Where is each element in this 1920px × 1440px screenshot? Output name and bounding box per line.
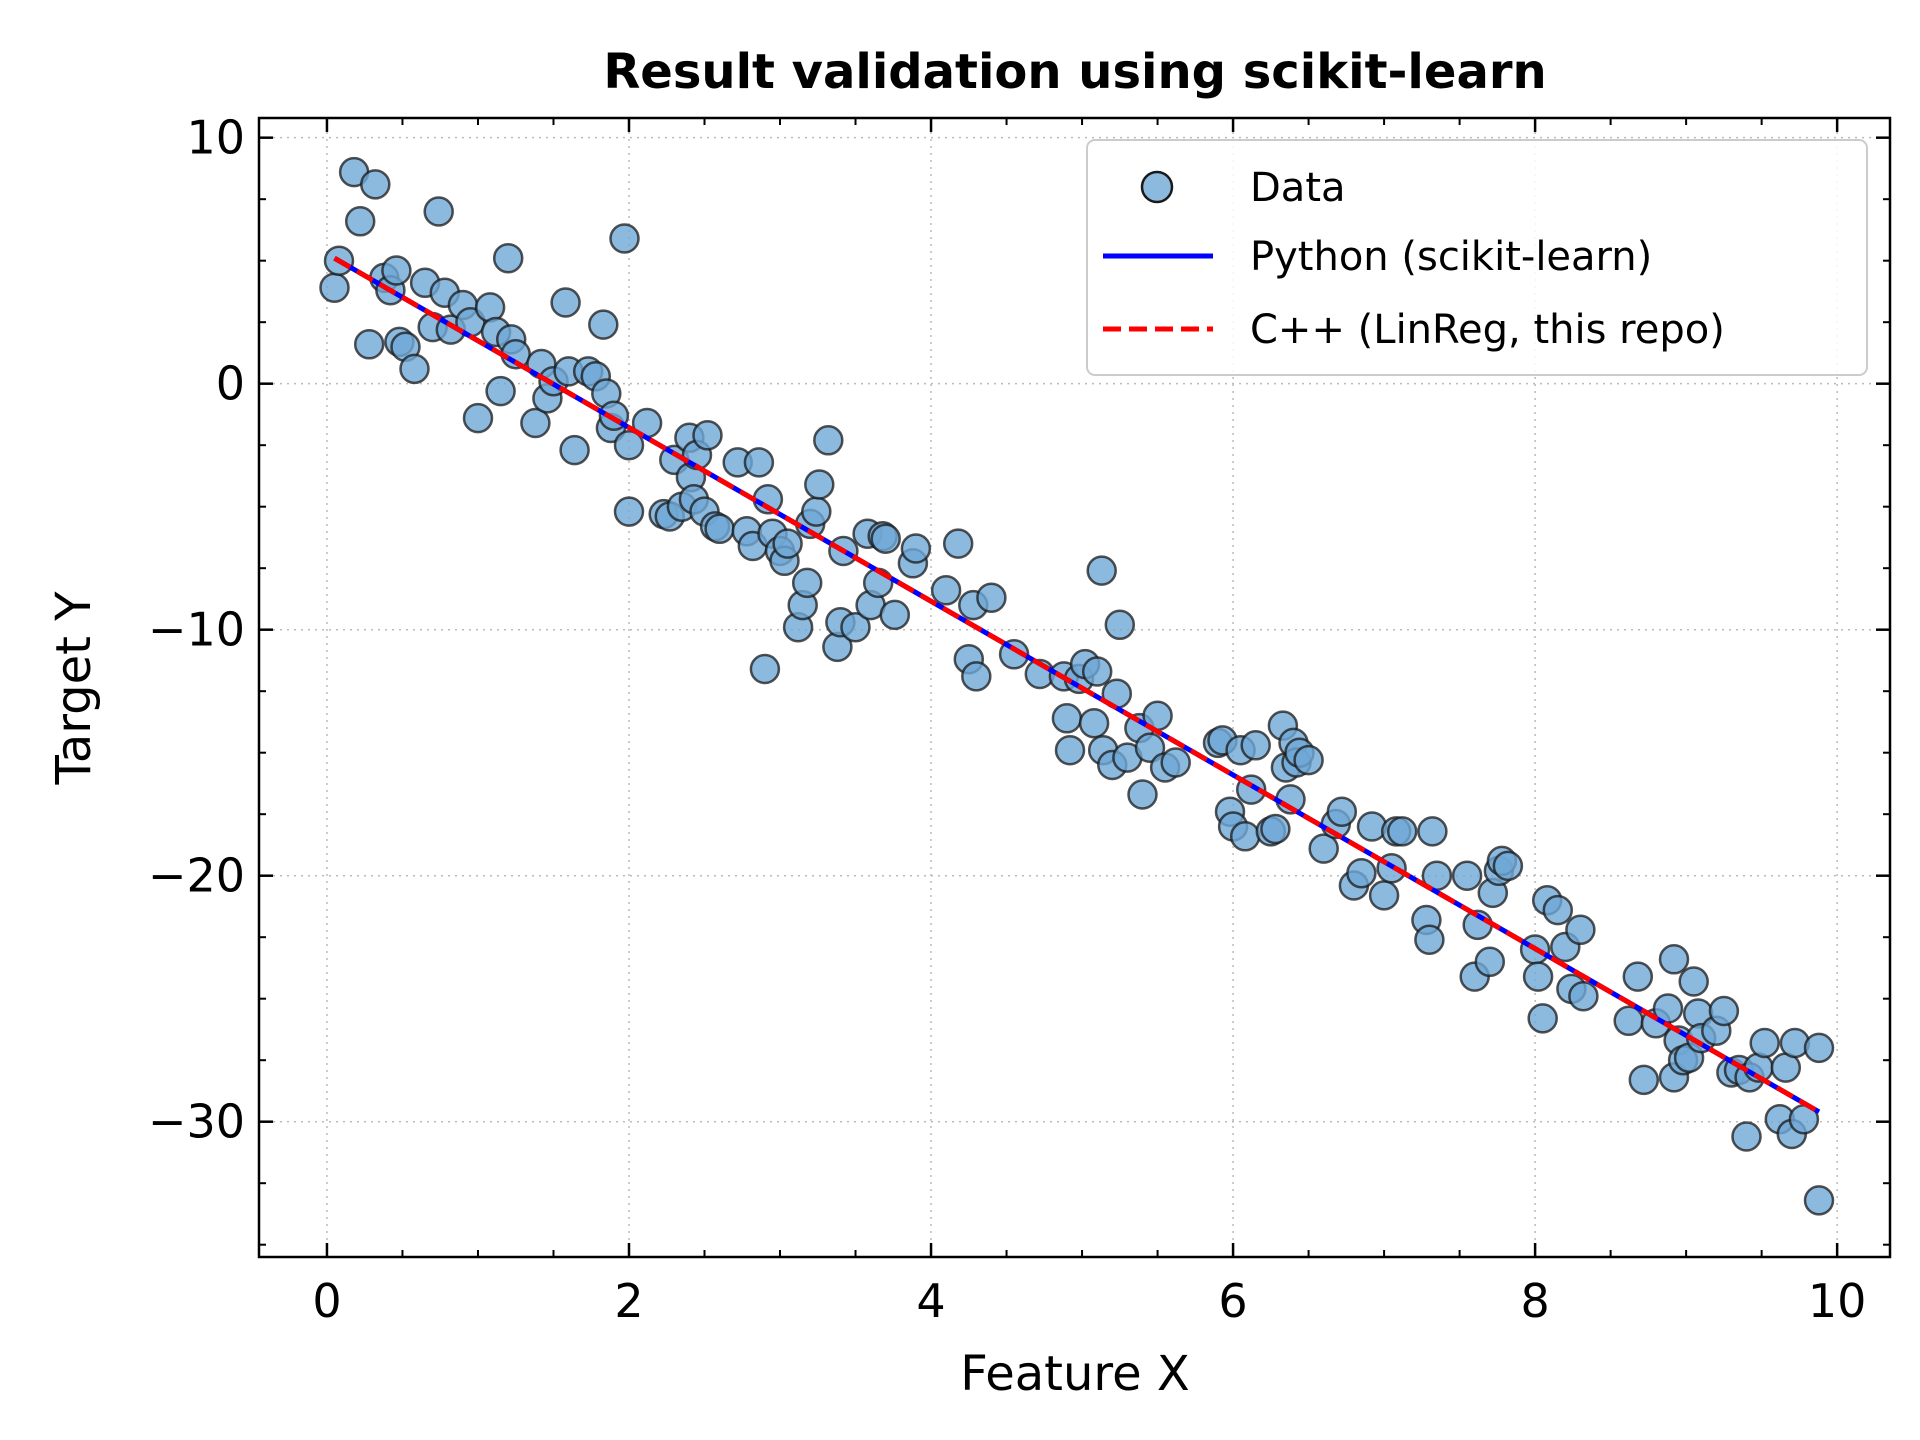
plot-area [319, 156, 1835, 1216]
y-tick-label: −30 [148, 1095, 245, 1149]
data-points [319, 156, 1835, 1216]
data-point [360, 169, 391, 200]
data-point [520, 407, 551, 439]
x-tick-label: 2 [614, 1274, 643, 1328]
data-point [1451, 860, 1483, 891]
data-point [1568, 980, 1599, 1012]
data-point [1160, 747, 1191, 778]
data-point [1749, 1027, 1780, 1059]
data-point [1522, 961, 1554, 992]
data-point [319, 272, 350, 303]
legend-label-python: Python (scikit-learn) [1250, 234, 1652, 280]
data-point [1731, 1121, 1762, 1152]
x-tick-label: 8 [1520, 1274, 1549, 1328]
data-point [1368, 880, 1400, 911]
data-point [474, 292, 506, 323]
data-point [1658, 944, 1690, 975]
legend-label-data: Data [1250, 165, 1346, 211]
data-point [1086, 555, 1117, 586]
data-point [559, 434, 590, 466]
data-point [900, 533, 932, 564]
y-tick-label: 10 [186, 111, 245, 165]
data-point [840, 611, 871, 643]
data-point [743, 447, 775, 478]
data-point [942, 528, 974, 559]
y-tick-label: 0 [216, 357, 245, 411]
data-point [1417, 816, 1448, 847]
data-point [1708, 995, 1740, 1027]
data-point [1229, 821, 1261, 852]
data-point [961, 661, 992, 692]
data-point [801, 496, 832, 527]
data-point [749, 653, 781, 685]
data-point [462, 402, 494, 434]
data-point [791, 567, 823, 599]
data-point [1308, 833, 1339, 864]
data-point [976, 582, 1007, 613]
data-point [423, 196, 454, 227]
data-point [692, 420, 723, 451]
chart-title: Result validation using scikit-learn [603, 44, 1546, 100]
legend-box [1086, 139, 1868, 376]
legend-label-cpp: C++ (LinReg, this repo) [1250, 307, 1725, 353]
data-point [772, 528, 803, 559]
axes-frame [257, 116, 1892, 1259]
x-tick-label: 6 [1218, 1274, 1247, 1328]
data-point [344, 206, 376, 237]
data-point [485, 375, 516, 407]
x-tick-label: 0 [312, 1274, 341, 1328]
data-point [1414, 924, 1445, 955]
data-point [399, 353, 430, 385]
data-point [704, 513, 735, 545]
data-point [381, 255, 412, 286]
x-tick-label: 10 [1808, 1274, 1867, 1328]
data-point [613, 429, 645, 461]
y-axis-label: Target Y [46, 591, 102, 786]
data-point [1051, 703, 1083, 734]
data-point [1628, 1064, 1660, 1096]
data-point [930, 575, 962, 606]
data-point [1078, 707, 1110, 739]
data-point [1293, 744, 1324, 776]
data-point [1260, 813, 1291, 845]
legend: Data Python (scikit-learn) C++ (LinReg, … [1086, 139, 1868, 376]
data-point [1803, 1185, 1835, 1216]
x-axis-label: Feature X [960, 1346, 1190, 1402]
data-point [879, 599, 911, 631]
data-point [870, 523, 901, 554]
legend-marker-data [1140, 170, 1174, 204]
y-tick-label: −20 [148, 849, 245, 903]
data-point [1613, 1005, 1644, 1037]
data-point [813, 425, 844, 456]
x-tick-label: 4 [916, 1274, 945, 1328]
data-point [613, 496, 645, 527]
data-point [353, 329, 385, 360]
data-point [1240, 730, 1271, 761]
data-point [1622, 961, 1654, 992]
data-point [588, 309, 619, 340]
data-point [609, 223, 640, 254]
data-point [1386, 816, 1418, 847]
data-point [1054, 734, 1086, 766]
data-point [1081, 656, 1113, 687]
data-point [1474, 946, 1506, 978]
data-point [492, 242, 524, 274]
data-point [1565, 914, 1596, 946]
python-fit-line [333, 256, 1821, 1115]
data-point [1127, 779, 1158, 810]
data-point [1104, 609, 1136, 641]
data-point [1678, 966, 1709, 997]
data-point [1542, 894, 1574, 926]
data-point [804, 469, 835, 500]
data-point [550, 287, 581, 318]
data-point [1326, 796, 1358, 827]
regression-lines [333, 256, 1821, 1115]
data-point [1527, 1003, 1558, 1034]
data-point [1803, 1032, 1835, 1064]
axis-ticks: 0 2 4 6 8 10 10 0 −10 −20 −30 [148, 111, 1890, 1328]
data-point [1492, 850, 1524, 882]
y-tick-label: −10 [148, 603, 245, 657]
data-point [1346, 857, 1377, 889]
